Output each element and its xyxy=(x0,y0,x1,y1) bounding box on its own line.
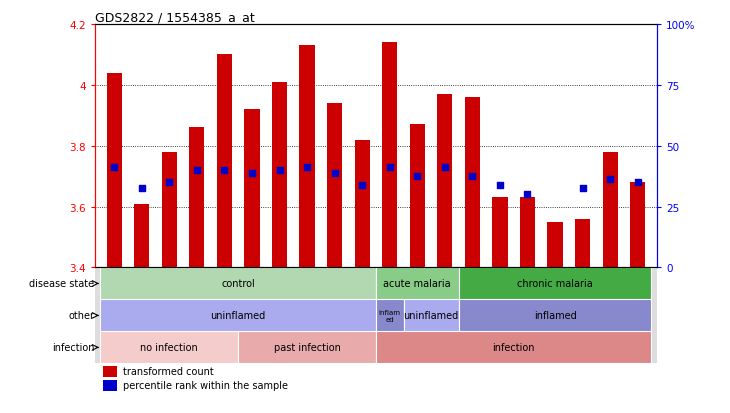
Point xyxy=(328,170,340,177)
Bar xyxy=(355,140,370,268)
Bar xyxy=(465,98,480,268)
Point xyxy=(218,167,230,174)
Bar xyxy=(492,198,507,268)
Bar xyxy=(575,219,590,268)
Bar xyxy=(272,83,287,268)
Bar xyxy=(630,183,645,268)
Point xyxy=(494,183,506,189)
Text: no infection: no infection xyxy=(140,342,198,353)
Point xyxy=(136,185,147,192)
Point xyxy=(522,192,534,198)
Text: infection: infection xyxy=(52,342,94,353)
Bar xyxy=(104,366,118,377)
Bar xyxy=(134,204,150,268)
Bar xyxy=(245,110,260,268)
Bar xyxy=(437,95,453,268)
Bar xyxy=(104,380,118,391)
Text: uninflamed: uninflamed xyxy=(210,311,266,320)
Text: infection: infection xyxy=(493,342,535,353)
Bar xyxy=(602,152,618,268)
Bar xyxy=(376,332,651,363)
Bar xyxy=(382,43,397,268)
Bar xyxy=(217,55,232,268)
Bar xyxy=(548,222,563,268)
Text: GDS2822 / 1554385_a_at: GDS2822 / 1554385_a_at xyxy=(95,11,255,24)
Point xyxy=(108,164,120,171)
Bar xyxy=(404,300,458,332)
Bar xyxy=(107,74,122,268)
Text: transformed count: transformed count xyxy=(123,367,214,377)
Point xyxy=(466,173,478,180)
Bar xyxy=(327,104,342,268)
Text: control: control xyxy=(221,279,255,289)
Bar xyxy=(101,268,376,300)
Text: percentile rank within the sample: percentile rank within the sample xyxy=(123,380,288,390)
Point xyxy=(577,185,588,192)
Bar xyxy=(458,300,651,332)
Point xyxy=(274,167,285,174)
Text: disease state: disease state xyxy=(29,279,94,289)
Bar xyxy=(101,332,238,363)
Text: acute malaria: acute malaria xyxy=(383,279,451,289)
Point xyxy=(356,183,368,189)
Text: inflam
ed: inflam ed xyxy=(379,309,401,322)
Text: uninflamed: uninflamed xyxy=(404,311,458,320)
Text: other: other xyxy=(69,311,94,320)
Bar xyxy=(238,332,376,363)
Bar xyxy=(520,198,535,268)
Bar xyxy=(101,300,376,332)
Point xyxy=(604,176,616,183)
Text: chronic malaria: chronic malaria xyxy=(517,279,593,289)
Point xyxy=(246,170,258,177)
Point xyxy=(191,167,203,174)
Text: inflamed: inflamed xyxy=(534,311,577,320)
Bar xyxy=(376,300,404,332)
Point xyxy=(301,164,313,171)
Bar xyxy=(410,125,425,268)
Point xyxy=(439,164,450,171)
Point xyxy=(164,179,175,186)
Bar xyxy=(162,152,177,268)
Point xyxy=(632,179,644,186)
Text: past infection: past infection xyxy=(274,342,340,353)
Point xyxy=(384,164,396,171)
Bar xyxy=(299,46,315,268)
Bar xyxy=(376,268,458,300)
Point xyxy=(412,173,423,180)
Bar xyxy=(458,268,651,300)
Bar xyxy=(189,128,204,268)
